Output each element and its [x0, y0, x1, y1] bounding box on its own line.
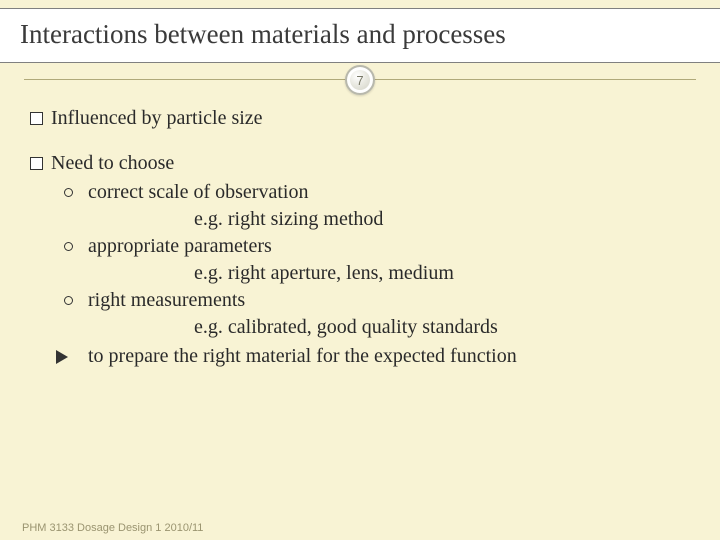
- circle-bullet-icon: [64, 188, 73, 197]
- example-2: e.g. right aperture, lens, medium: [64, 260, 690, 287]
- sub-3-text: right measurements: [88, 289, 245, 311]
- circle-bullet-icon: [64, 242, 73, 251]
- badge-row: 7: [0, 63, 720, 97]
- example-3: e.g. calibrated, good quality standards: [64, 314, 690, 341]
- page-number-badge: 7: [345, 65, 375, 95]
- bullet-2-text: Need to choose: [51, 152, 174, 174]
- square-bullet-icon: [30, 157, 43, 170]
- sub-list: correct scale of observation e.g. right …: [30, 179, 690, 370]
- square-bullet-icon: [30, 112, 43, 125]
- bullet-1-text: Influenced by particle size: [51, 107, 263, 129]
- slide-title: Interactions between materials and proce…: [20, 19, 700, 50]
- content-area: Influenced by particle size Need to choo…: [0, 97, 720, 370]
- circle-bullet-icon: [64, 296, 73, 305]
- arrow-text: to prepare the right material for the ex…: [88, 345, 517, 367]
- bullet-item-1: Influenced by particle size: [30, 105, 690, 132]
- footer-text: PHM 3133 Dosage Design 1 2010/11: [22, 522, 203, 534]
- sub-item-1: correct scale of observation: [64, 179, 690, 206]
- title-bar: Interactions between materials and proce…: [0, 8, 720, 63]
- sub-1-text: correct scale of observation: [88, 181, 308, 203]
- example-1: e.g. right sizing method: [64, 206, 690, 233]
- sub-2-text: appropriate parameters: [88, 235, 272, 257]
- sub-item-2: appropriate parameters: [64, 233, 690, 260]
- arrow-bullet-icon: [56, 350, 68, 364]
- sub-item-3: right measurements: [64, 287, 690, 314]
- page-number: 7: [356, 73, 363, 88]
- arrow-item: to prepare the right material for the ex…: [64, 343, 690, 370]
- bullet-item-2: Need to choose: [30, 150, 690, 177]
